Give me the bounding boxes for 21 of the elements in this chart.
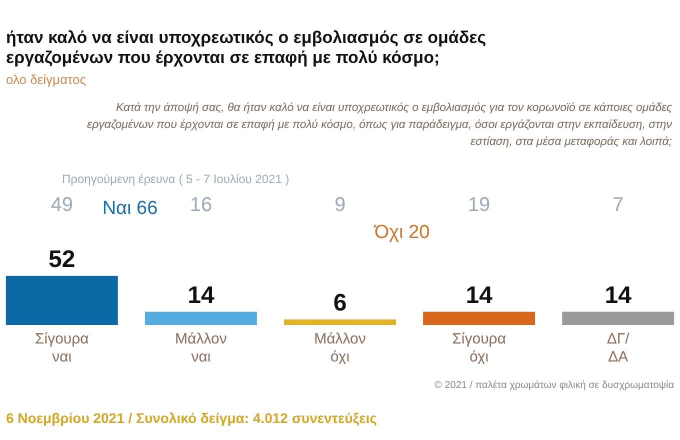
text: 9 bbox=[334, 194, 346, 216]
chart-subtitle: ολο δείγματος bbox=[6, 72, 86, 87]
data-label: 6 bbox=[333, 289, 347, 316]
x-tick-label: ΔΓ/ ΔΑ bbox=[606, 330, 630, 366]
chart-title: ήταν καλό να είναι υποχρεωτικός ο εμβολιασμός σε ομάδες εργαζομένων που έρχονται σε επαφή με πολύ κόσμο; bbox=[6, 28, 488, 68]
data-label: 14 bbox=[466, 282, 494, 309]
data-label: 52 bbox=[48, 246, 76, 273]
text: Ναι 66 bbox=[101, 198, 159, 220]
text: 19 bbox=[468, 194, 490, 216]
text: 6 Νοεμβρίου 2021 / Συνολικό δείγμα: 4.012 συνεντεύξεις bbox=[6, 410, 377, 426]
x-tick-label: Μάλλον ναι bbox=[175, 330, 227, 366]
text: © 2021 / παλέτα χρωμάτων φιλική σε δυσχρωματοψία bbox=[434, 380, 674, 391]
text: 16 bbox=[190, 194, 212, 216]
text: Κατά την άποψή σας, θα ήταν καλό να είναι υποχρεωτικός ο εμβολιασμός για τον κορωνοϊό σε κάποιες ομάδες εργαζομένων που έρχονται σε επαφή με πολύ κόσμο, όπως για παράδειγμα, όσοι εργάζονται στην εκπαίδευση, στην εστίαση, στα μέσα μεταφοράς και λοιπά; bbox=[86, 101, 672, 150]
data-label: 14 bbox=[604, 282, 632, 309]
text: Προηγούμενη έρευνα ( 5 - 7 Ιουλίου 2021 ) bbox=[62, 172, 290, 186]
text: 49 bbox=[50, 194, 74, 216]
text: 7 bbox=[612, 194, 624, 216]
text: Όχι 20 bbox=[372, 222, 431, 244]
x-tick-label: Σίγουρα ναι bbox=[34, 330, 90, 366]
data-label: 14 bbox=[188, 282, 215, 309]
